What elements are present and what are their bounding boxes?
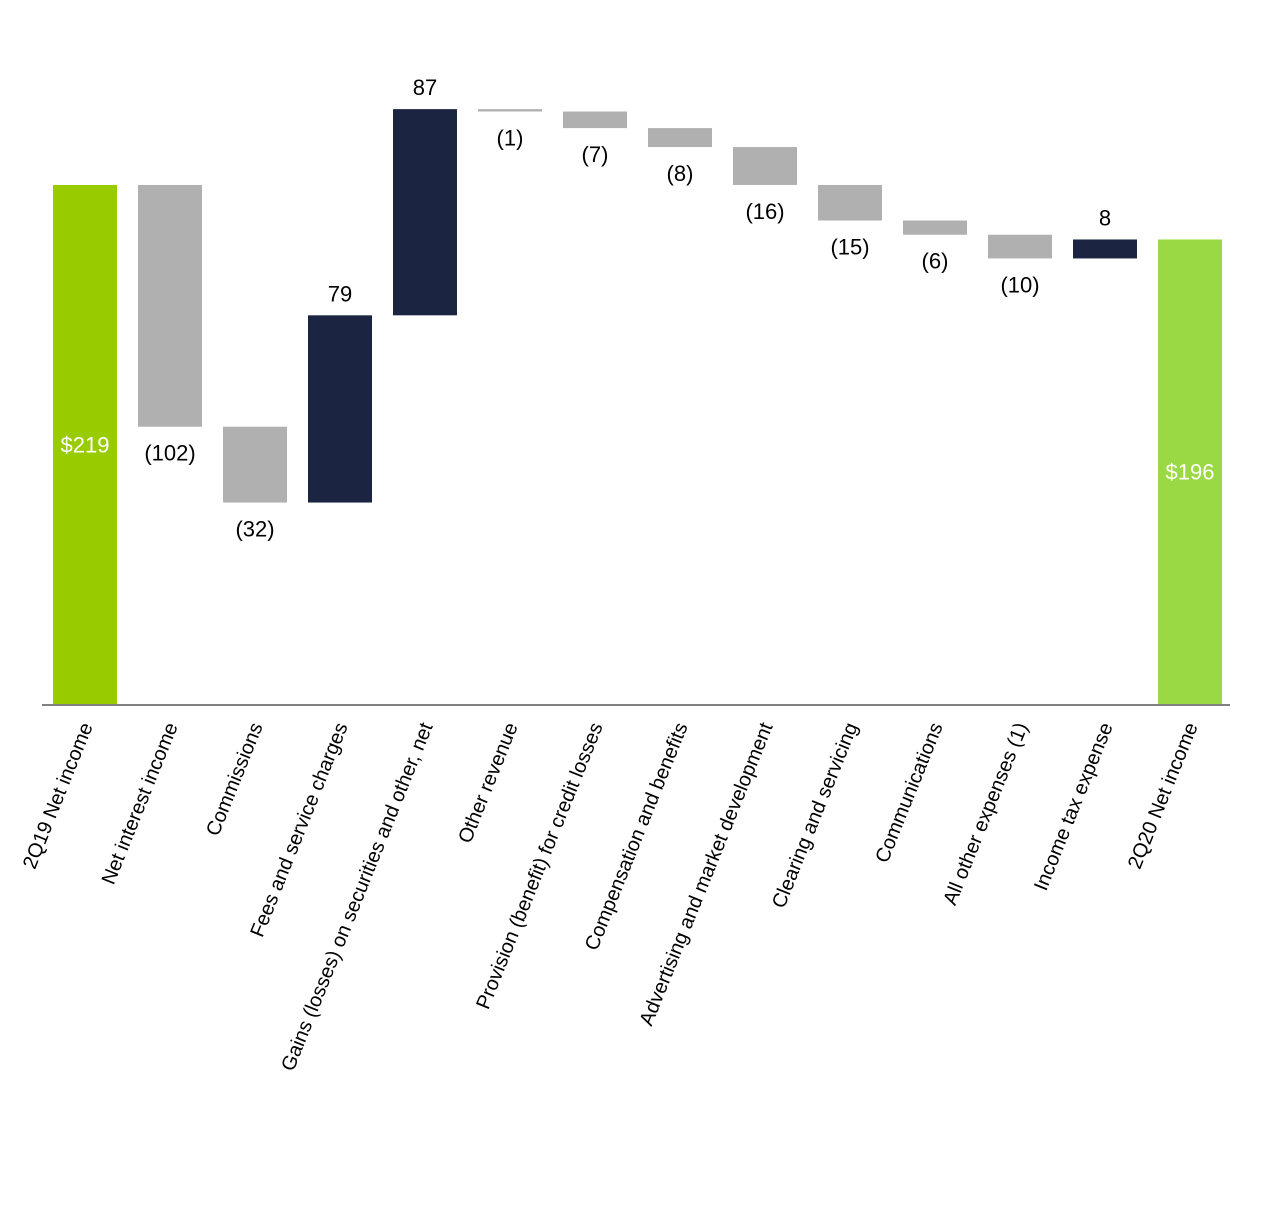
category-label-12: All other expenses (1) — [939, 720, 1032, 909]
category-label-2: Net interest income — [98, 720, 183, 888]
data-label-3: (32) — [235, 517, 274, 542]
data-label-7: (7) — [582, 142, 609, 167]
bar-9 — [733, 147, 797, 185]
category-label-11: Communications — [871, 720, 947, 866]
data-label-2: (102) — [144, 441, 195, 466]
data-label-1: $219 — [61, 432, 110, 457]
bar-4 — [308, 315, 372, 503]
data-label-5: 87 — [413, 75, 437, 100]
bar-14 — [1158, 239, 1222, 705]
data-label-13: 8 — [1099, 205, 1111, 230]
bar-3 — [223, 426, 287, 503]
data-label-14: $196 — [1166, 460, 1215, 485]
data-label-8: (8) — [667, 161, 694, 186]
category-label-10: Clearing and servicing — [768, 720, 863, 912]
category-label-13: Income tax expense — [1030, 720, 1117, 894]
data-label-6: (1) — [497, 126, 524, 151]
data-label-9: (16) — [745, 199, 784, 224]
data-label-4: 79 — [328, 281, 352, 306]
bar-12 — [988, 234, 1052, 259]
category-label-5: Gains (losses) on securities and other, … — [277, 719, 437, 1074]
category-label-6: Other revenue — [454, 720, 522, 847]
bar-5 — [393, 109, 457, 316]
category-label-3: Commissions — [202, 720, 267, 840]
bar-13 — [1073, 239, 1137, 259]
bar-8 — [648, 128, 712, 148]
category-label-14: 2Q20 Net income — [1124, 720, 1203, 873]
category-label-4: Fees and service charges — [246, 720, 352, 941]
bar-10 — [818, 184, 882, 221]
bar-6 — [478, 109, 542, 112]
data-label-11: (6) — [922, 249, 949, 274]
bar-7 — [563, 111, 627, 129]
bar-11 — [903, 220, 967, 235]
category-label-1: 2Q19 Net income — [19, 720, 98, 873]
bar-1 — [53, 184, 117, 705]
data-label-10: (15) — [830, 235, 869, 260]
data-label-12: (10) — [1000, 272, 1039, 297]
bar-2 — [138, 184, 202, 427]
